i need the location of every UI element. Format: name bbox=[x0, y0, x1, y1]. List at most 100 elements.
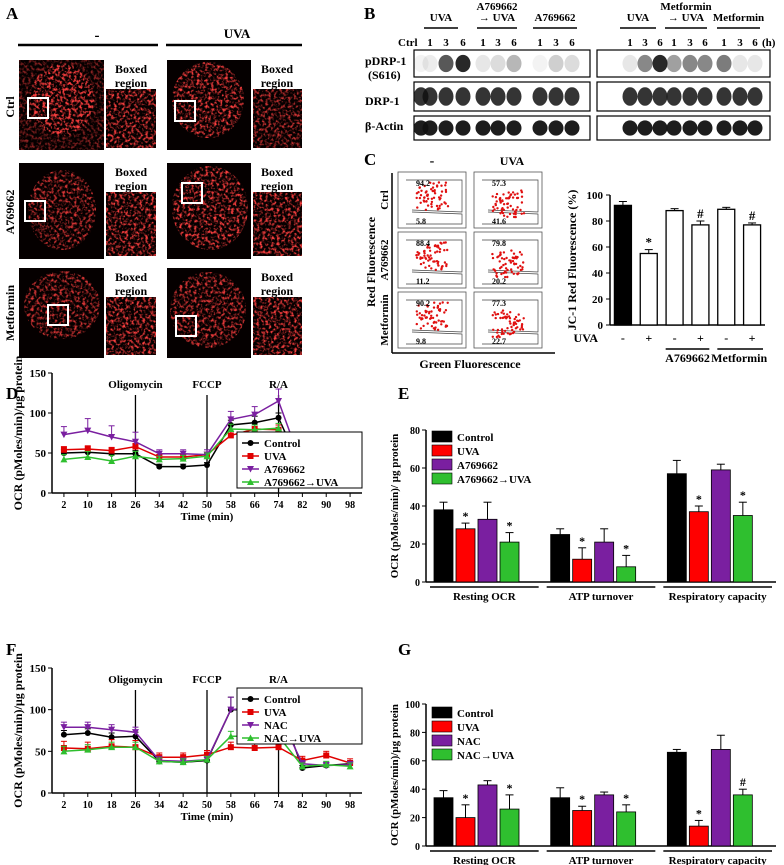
flow-plot-frame bbox=[397, 171, 467, 229]
flow-event-dot bbox=[418, 316, 421, 319]
flow-event-dot bbox=[430, 310, 433, 313]
flow-event-dot bbox=[502, 263, 505, 267]
flow-event-dot bbox=[423, 249, 426, 253]
data-point-triangle-up bbox=[60, 455, 68, 463]
line-x-tick-label: 26 bbox=[130, 800, 140, 811]
injection-label: FCCP bbox=[192, 379, 222, 391]
zoom-a769662-uva bbox=[253, 192, 302, 256]
lane-time-label: 3 bbox=[443, 37, 449, 49]
flow-event-dot bbox=[444, 324, 448, 327]
flow-row-label: Metformin bbox=[379, 294, 391, 345]
flow-event-dot bbox=[418, 196, 422, 200]
flow-event-dot bbox=[519, 208, 522, 212]
line-y-axis-label: OCR (pMoles/min)/µg protein bbox=[11, 355, 25, 510]
boxed-label-4-line1: Boxed bbox=[261, 165, 293, 179]
c-bar bbox=[717, 208, 736, 326]
injection-label: R/A bbox=[269, 674, 288, 686]
lane-time-label: 3 bbox=[642, 37, 648, 49]
data-point-circle bbox=[156, 463, 163, 470]
bar bbox=[594, 794, 615, 847]
panel-a-col-header-uva: UVA bbox=[224, 26, 251, 41]
bar-significance-mark: # bbox=[740, 775, 746, 789]
lane-label-ctrl: Ctrl bbox=[398, 37, 418, 49]
flow-event-dot bbox=[446, 301, 449, 304]
blot-band bbox=[637, 87, 653, 106]
data-point-square bbox=[132, 443, 139, 450]
micrograph-ctrl-uva bbox=[167, 60, 251, 150]
bar-y-tick-label: 40 bbox=[410, 502, 420, 513]
flow-event-dot bbox=[426, 193, 429, 196]
flow-plot-frame bbox=[473, 171, 543, 229]
flow-event-dot bbox=[430, 267, 433, 270]
line-x-tick-label: 42 bbox=[178, 800, 188, 811]
flow-event-dot bbox=[427, 256, 431, 259]
flow-event-dot bbox=[428, 246, 431, 249]
flow-event-dot bbox=[438, 302, 442, 305]
flow-event-dot bbox=[493, 311, 496, 314]
flow-event-dot bbox=[516, 326, 519, 329]
flow-event-dot bbox=[429, 254, 432, 257]
lane-time-label: 6 bbox=[511, 37, 517, 49]
bar-significance-mark: * bbox=[623, 791, 629, 805]
micrograph-a769662-uva bbox=[167, 163, 251, 259]
blot-band bbox=[716, 120, 732, 136]
data-point-square bbox=[108, 447, 115, 454]
flow-event-dot bbox=[434, 251, 437, 254]
flow-event-dot bbox=[500, 311, 503, 314]
bar bbox=[666, 473, 687, 583]
panel-letter-f: F bbox=[6, 640, 16, 659]
flow-event-dot bbox=[433, 189, 436, 192]
flow-event-dot bbox=[446, 248, 449, 252]
flow-event-dot bbox=[435, 204, 439, 208]
bar bbox=[594, 541, 615, 583]
flow-event-dot bbox=[502, 316, 505, 319]
flow-x-axis-label: Green Fluorescence bbox=[419, 357, 521, 371]
flow-event-dot bbox=[437, 264, 440, 267]
flow-event-dot bbox=[519, 328, 522, 331]
data-point-circle bbox=[204, 462, 210, 468]
data-point-square bbox=[84, 446, 91, 452]
data-point-triangle-up bbox=[247, 734, 254, 741]
blot-band bbox=[682, 87, 698, 106]
bar-y-tick-label: 20 bbox=[410, 814, 420, 825]
line-x-tick-label: 18 bbox=[107, 800, 117, 811]
data-point-triangle-down bbox=[227, 416, 235, 423]
boxed-label-5-line2: region bbox=[115, 284, 148, 298]
flow-event-dot bbox=[426, 322, 429, 325]
flow-event-dot bbox=[521, 266, 524, 269]
flow-event-dot bbox=[415, 256, 419, 259]
flow-event-dot bbox=[423, 314, 426, 317]
panel-letter-e: E bbox=[398, 384, 409, 403]
blot-band bbox=[732, 120, 748, 136]
flow-event-dot bbox=[509, 259, 512, 262]
flow-event-dot bbox=[432, 196, 436, 199]
blot-band bbox=[666, 54, 682, 73]
flow-event-dot bbox=[430, 205, 433, 208]
flow-gate-lower bbox=[406, 211, 463, 225]
bar bbox=[455, 528, 476, 583]
flow-event-dot bbox=[496, 331, 499, 334]
data-point-triangle-up bbox=[298, 762, 306, 770]
flow-event-dot bbox=[510, 270, 513, 274]
flow-event-dot bbox=[431, 316, 435, 320]
flow-event-dot bbox=[426, 197, 430, 200]
legend-entry: Control bbox=[264, 438, 300, 450]
flow-event-dot bbox=[446, 205, 450, 208]
flow-lower-percent: 9.8 bbox=[416, 337, 426, 346]
flow-event-dot bbox=[520, 212, 523, 215]
data-point-square bbox=[204, 751, 210, 758]
flow-event-dot bbox=[522, 212, 526, 215]
injection-label: R/A bbox=[269, 379, 288, 391]
data-point-triangle-down bbox=[179, 450, 187, 458]
legend-entry: A769662 bbox=[264, 464, 305, 476]
flow-event-dot bbox=[443, 311, 446, 314]
c-y-tick-label: 60 bbox=[592, 242, 604, 254]
flow-event-dot bbox=[506, 332, 510, 335]
legend-entry: UVA bbox=[457, 446, 479, 458]
flow-event-dot bbox=[511, 331, 515, 335]
flow-upper-percent: 88.4 bbox=[416, 239, 430, 248]
blot-group-label: A769662 bbox=[477, 1, 518, 13]
data-point-triangle-up bbox=[131, 743, 139, 751]
injection-label: Oligomycin bbox=[108, 674, 162, 686]
flow-event-dot bbox=[430, 257, 433, 260]
